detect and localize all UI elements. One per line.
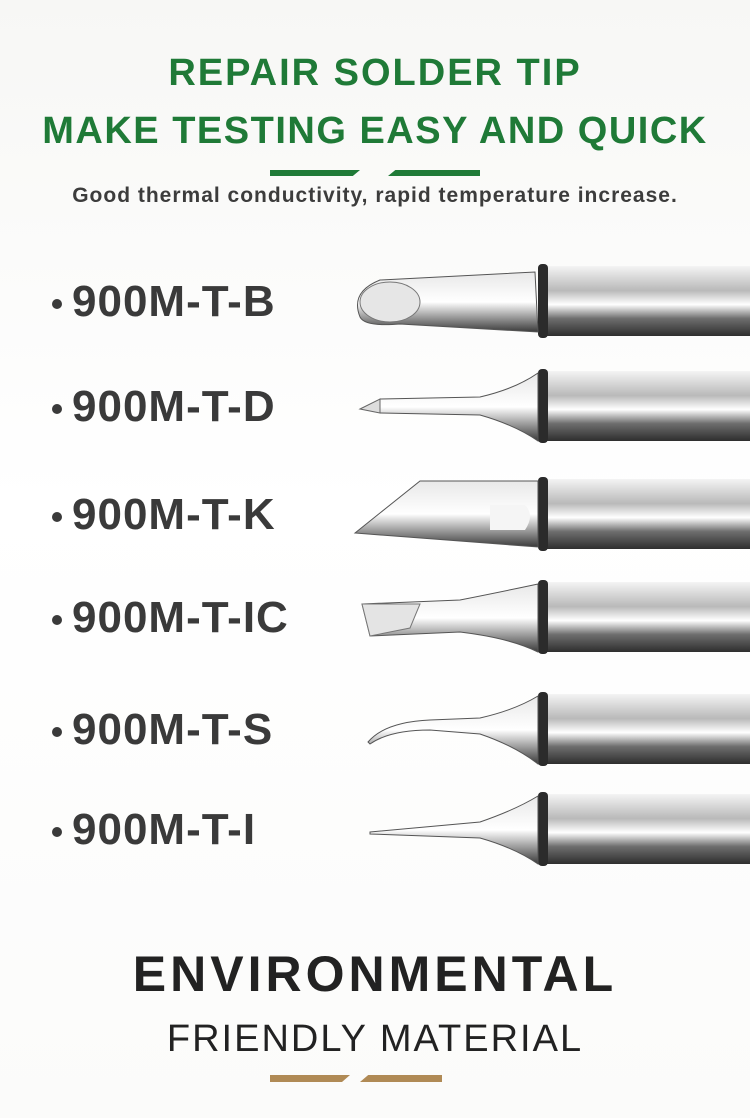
wide-bevel-icon [361, 580, 750, 654]
bevel-round-icon [357, 264, 750, 338]
headline-2: MAKE TESTING EASY AND QUICK [42, 110, 708, 152]
tip-name: 900M-T-B [72, 277, 276, 326]
green-divider-right [388, 170, 480, 176]
footer-title: ENVIRONMENTAL [132, 946, 618, 1002]
tan-divider-right [360, 1075, 442, 1082]
tip-label: 900M-T-I [52, 805, 256, 855]
subtitle: Good thermal conductivity, rapid tempera… [72, 184, 678, 207]
tip-label: 900M-T-D [52, 382, 276, 432]
green-divider-left [270, 170, 360, 176]
knife-icon [353, 477, 750, 551]
tip-label: 900M-T-K [52, 490, 276, 540]
tip-label: 900M-T-S [52, 705, 273, 755]
tip-name: 900M-T-IC [72, 593, 289, 642]
tip-name: 900M-T-D [72, 382, 276, 431]
tip-label: 900M-T-B [52, 277, 276, 327]
tan-divider-left [270, 1075, 350, 1082]
tip-row-i: 900M-T-I [0, 790, 750, 870]
tip-name: 900M-T-S [72, 705, 274, 754]
tip-row-ic: 900M-T-IC [0, 578, 750, 658]
tip-name: 900M-T-I [72, 805, 257, 854]
tip-row-s: 900M-T-S [0, 690, 750, 770]
bullet-icon [52, 727, 62, 738]
footer-subtitle: FRIENDLY MATERIAL [166, 1018, 584, 1060]
chisel-icon [358, 369, 750, 443]
tip-label: 900M-T-IC [52, 593, 289, 643]
bullet-icon [52, 299, 62, 310]
tip-name: 900M-T-K [72, 490, 276, 539]
fine-point-icon [369, 792, 750, 866]
tip-row-b: 900M-T-B [0, 262, 750, 342]
bullet-icon [52, 512, 62, 523]
tip-row-k: 900M-T-K [0, 475, 750, 555]
tip-row-d: 900M-T-D [0, 367, 750, 447]
bullet-icon [52, 827, 62, 838]
bent-needle-icon [367, 692, 750, 766]
bullet-icon [52, 404, 62, 415]
bullet-icon [52, 615, 62, 626]
headline-1: REPAIR SOLDER TIP [168, 52, 582, 94]
